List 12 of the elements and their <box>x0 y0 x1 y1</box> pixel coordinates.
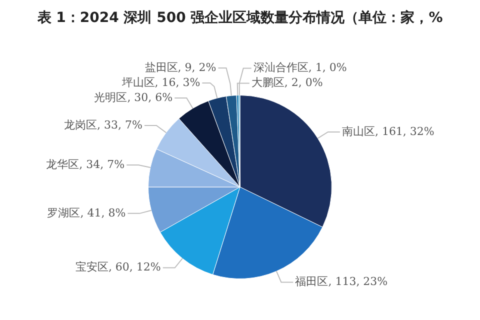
slice-label: 深汕合作区, 1, 0% <box>253 61 347 74</box>
chart-title: 表 1：2024 深圳 500 强企业区域数量分布情况（单位：家，% <box>36 8 444 28</box>
slice-label: 光明区, 30, 6% <box>94 90 173 104</box>
slice-label: 南山区, 161, 32% <box>342 124 434 138</box>
slice-label: 盐田区, 9, 2% <box>144 60 216 74</box>
slice-label: 宝安区, 60, 12% <box>75 260 161 274</box>
slice-label: 龙华区, 34, 7% <box>46 158 125 171</box>
slice-label: 罗湖区, 41, 8% <box>47 206 126 220</box>
slice-label: 坪山区, 16, 3% <box>120 76 200 89</box>
slice-label: 大鹏区, 2, 0% <box>251 76 323 90</box>
slice-label: 福田区, 113, 23% <box>295 275 388 288</box>
slice-label: 龙岗区, 33, 7% <box>64 118 142 132</box>
